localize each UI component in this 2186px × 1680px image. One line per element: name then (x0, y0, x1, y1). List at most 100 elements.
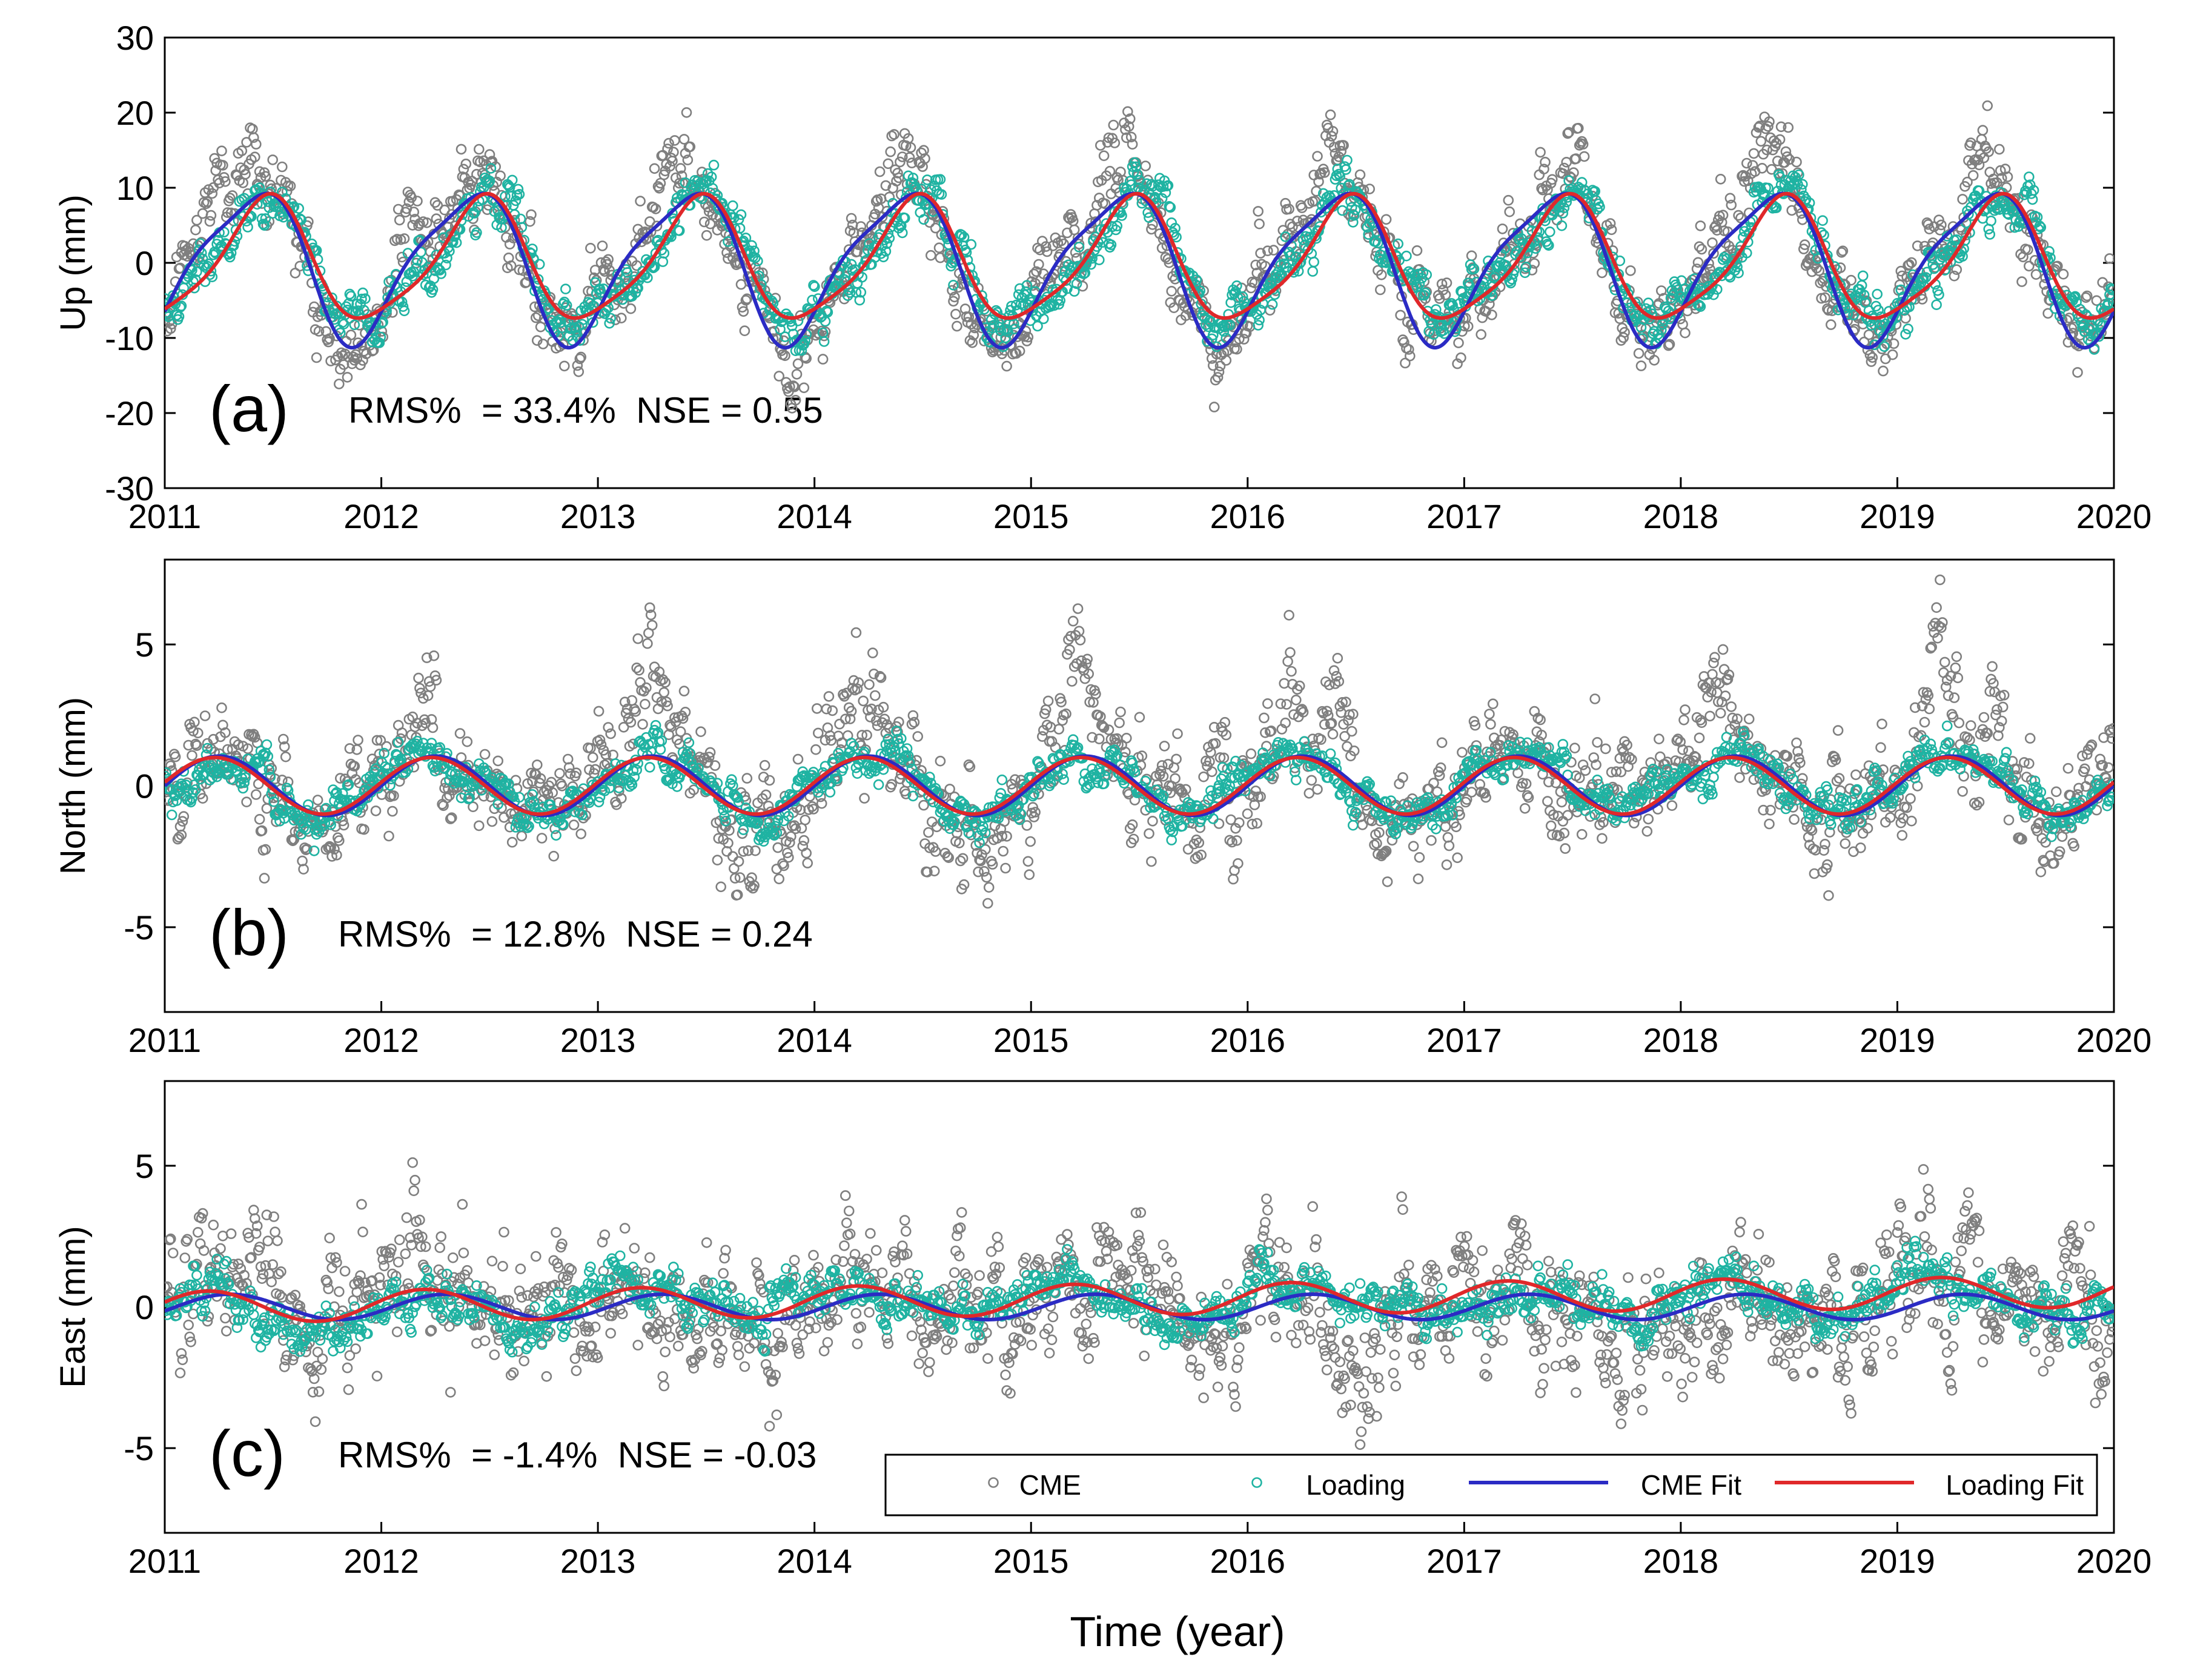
data-point (1073, 239, 1085, 250)
data-point (1141, 178, 1152, 190)
data-point (1474, 293, 1486, 305)
data-point (224, 193, 236, 203)
data-point (948, 296, 959, 307)
data-point (1769, 135, 1780, 147)
data-point (1797, 179, 1808, 190)
data-point (919, 153, 930, 164)
data-point (203, 258, 214, 270)
data-point (594, 735, 606, 746)
data-point (1592, 203, 1603, 215)
data-point (1104, 165, 1116, 177)
data-point (313, 326, 325, 337)
y-tick-label: -20 (105, 394, 154, 432)
data-point (455, 144, 467, 155)
data-point (485, 163, 497, 174)
data-point (1866, 356, 1877, 367)
data-point (473, 820, 485, 832)
data-point (1772, 155, 1783, 167)
data-point (1393, 238, 1403, 250)
data-point (649, 163, 660, 174)
data-point (2070, 291, 2081, 302)
data-point (240, 199, 251, 211)
data-point (1994, 144, 2005, 155)
data-point (332, 351, 343, 362)
data-point (1912, 240, 1923, 251)
data-point (1254, 314, 1265, 326)
data-point (1694, 300, 1705, 311)
x-tick-label: 2011 (128, 497, 201, 535)
data-point (531, 759, 543, 770)
data-point (2035, 222, 2047, 233)
data-point (1519, 263, 1531, 274)
data-point (963, 311, 975, 323)
data-point (1984, 229, 1995, 240)
data-point (616, 313, 627, 324)
data-point (416, 687, 426, 699)
data-point (1158, 181, 1169, 192)
data-point (191, 214, 202, 226)
data-point (1605, 218, 1616, 229)
data-point (706, 171, 717, 182)
data-point (1038, 313, 1049, 325)
data-point (1336, 182, 1346, 194)
data-point (767, 333, 779, 345)
data-point (641, 682, 652, 693)
data-point (604, 317, 615, 329)
data-point (285, 180, 296, 191)
data-point (227, 190, 238, 201)
data-point (473, 144, 485, 155)
data-point (1712, 225, 1723, 236)
data-point (1967, 170, 1979, 181)
data-point (1280, 231, 1291, 242)
data-point (1010, 299, 1022, 311)
data-point (1213, 366, 1225, 377)
data-point (250, 789, 262, 800)
data-point (573, 366, 585, 377)
data-point (381, 741, 392, 752)
data-point (1350, 204, 1361, 216)
y-tick-label: 20 (116, 94, 154, 132)
data-point (926, 250, 936, 261)
data-point (1099, 198, 1111, 210)
data-point (558, 360, 570, 372)
data-point (1903, 323, 1913, 334)
x-tick-label: 2018 (1643, 1021, 1719, 1059)
data-point (225, 247, 237, 259)
data-point (236, 145, 248, 156)
data-point (375, 331, 386, 343)
data-point (1208, 329, 1219, 341)
data-point (575, 828, 587, 839)
data-point (1326, 131, 1337, 142)
data-point (190, 738, 201, 750)
data-point (642, 272, 653, 283)
data-point (625, 303, 637, 314)
data-point (2028, 185, 2039, 196)
data-point (260, 213, 271, 224)
data-point (1887, 349, 1898, 360)
data-point (1146, 223, 1157, 235)
y-tick-label: 30 (116, 19, 154, 57)
data-point (1799, 239, 1810, 250)
fit-stats: RMS% = 12.8% NSE = 0.24 (338, 914, 813, 954)
data-point (331, 850, 342, 861)
data-point (654, 182, 665, 194)
data-point (482, 204, 493, 216)
data-point (548, 850, 560, 862)
data-point (375, 735, 386, 746)
plot-area (165, 574, 2114, 909)
data-point (597, 240, 608, 251)
data-point (1813, 265, 1824, 276)
data-point (205, 265, 217, 277)
data-point (408, 207, 420, 217)
x-tick-label: 2017 (1426, 497, 1502, 535)
data-point (1775, 121, 1787, 133)
data-point (680, 707, 691, 718)
data-point (657, 674, 669, 685)
data-point (207, 188, 218, 199)
data-point (640, 698, 651, 710)
data-point (740, 294, 752, 306)
data-point (1930, 262, 1941, 273)
data-point (276, 775, 288, 785)
data-point (1191, 274, 1202, 285)
y-axis-title: North (mm) (53, 697, 93, 875)
